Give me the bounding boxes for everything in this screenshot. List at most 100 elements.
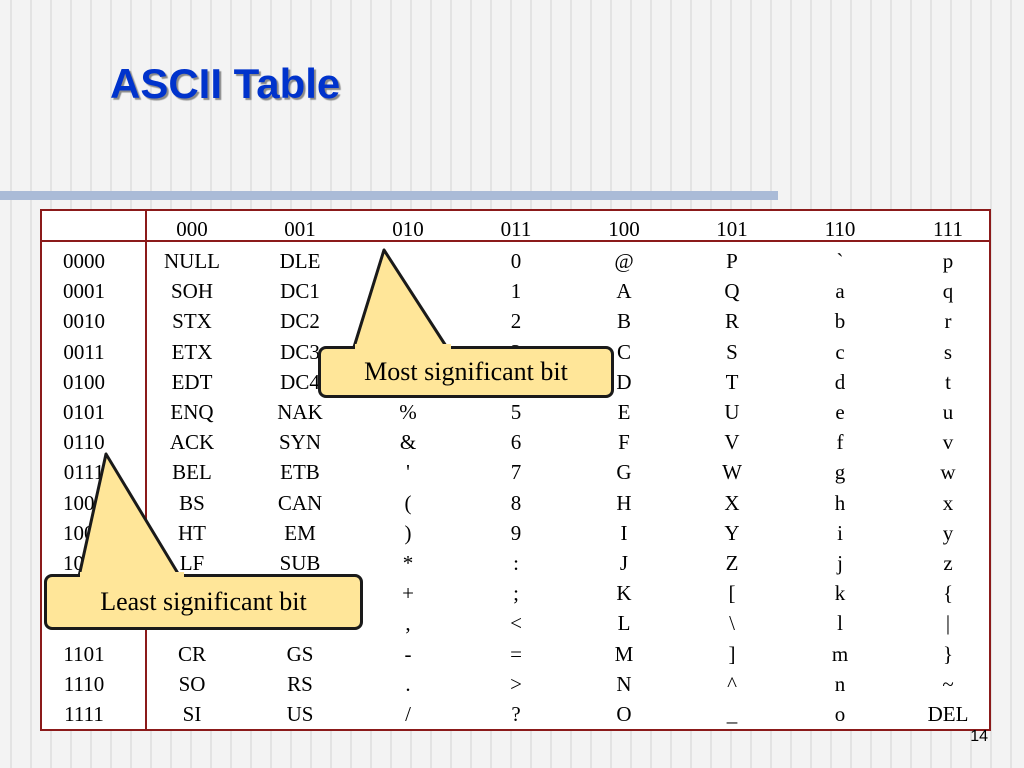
table-cell: DC3 (280, 339, 320, 364)
table-cell: R (724, 309, 739, 334)
table-cell: Z (725, 551, 739, 575)
table-cell: M (614, 641, 634, 666)
table-cell: S (726, 339, 738, 364)
table-cell: ) (404, 520, 412, 545)
table-cell: STX (172, 309, 212, 334)
table-cell: : (513, 551, 519, 575)
row-header: 1111 (64, 702, 104, 726)
title-underline (0, 191, 778, 200)
table-cell: g (834, 460, 846, 485)
table-cell: . (405, 671, 411, 696)
row-header: 1000 (63, 490, 105, 515)
table-cell: ACK (169, 430, 215, 455)
column-header: 001 (284, 217, 316, 241)
table-cell: SOH (170, 279, 213, 304)
column-header: 110 (824, 217, 856, 241)
table-cell: DC1 (280, 279, 320, 304)
table-cell: / (405, 702, 411, 726)
table-cell: ( (404, 490, 412, 515)
table-cell: 0 (510, 249, 522, 273)
table-cell: y (942, 520, 954, 545)
table-cell: & (399, 430, 417, 455)
row-header: 1101 (63, 641, 105, 666)
table-cell: F (618, 430, 630, 455)
lsb-callout: Least significant bit (44, 574, 363, 630)
table-cell: u (942, 400, 954, 424)
table-cell: NAK (277, 400, 323, 424)
msb-callout: Most significant bit (318, 346, 614, 398)
table-cell: c (835, 339, 845, 364)
table-cell: SYN (278, 430, 321, 455)
table-cell: L (617, 611, 631, 636)
table-cell: N (616, 671, 632, 696)
table-cell: _ (726, 702, 738, 726)
table-cell: J (619, 551, 629, 575)
table-cell: I (620, 520, 628, 545)
row-header: 0100 (63, 369, 105, 394)
row-header: 1010 (63, 551, 105, 575)
column-header: 111 (933, 217, 963, 241)
table-cell: GS (286, 641, 314, 666)
table-cell: h (834, 490, 846, 515)
row-header: 0010 (63, 309, 105, 334)
ascii-table (40, 209, 991, 731)
table-cell: CAN (277, 490, 323, 515)
table-cell: 2 (510, 309, 522, 334)
column-header: 011 (500, 217, 532, 241)
table-cell: ` (836, 249, 844, 273)
table-cell: ETB (280, 460, 320, 485)
table-cell: 7 (510, 460, 522, 485)
table-cell: w (940, 460, 956, 485)
table-cell: 1 (510, 279, 522, 304)
table-cell: T (725, 369, 739, 394)
column-header: 000 (176, 217, 208, 241)
table-cell: < (510, 611, 522, 636)
table-cell: * (402, 551, 414, 575)
table-cell: n (834, 671, 846, 696)
table-cell: Y (724, 520, 740, 545)
table-cell: W (722, 460, 742, 485)
row-header: 0101 (63, 400, 105, 424)
table-cell: \ (729, 611, 735, 636)
row-header: 0110 (63, 430, 105, 455)
table-cell: V (724, 430, 740, 455)
table-cell: p (942, 249, 954, 273)
table-cell: k (834, 581, 846, 606)
table-cell: Q (724, 279, 740, 304)
row-header: 1110 (63, 671, 105, 696)
table-horizontal-divider (40, 240, 991, 242)
table-cell: ' (406, 460, 410, 485)
table-cell: d (834, 369, 846, 394)
table-cell: r (944, 309, 952, 334)
table-cell: e (835, 400, 845, 424)
table-cell: BS (179, 490, 205, 515)
row-header: 0011 (63, 339, 105, 364)
table-cell: G (616, 460, 632, 485)
table-cell: > (510, 671, 522, 696)
table-cell: SI (182, 702, 202, 726)
table-cell: A (616, 279, 632, 304)
table-cell: ; (513, 581, 519, 606)
table-cell: U (724, 400, 740, 424)
page-number: 14 (970, 728, 988, 745)
table-cell: O (616, 702, 632, 726)
table-cell: 9 (510, 520, 522, 545)
table-cell: ETX (171, 339, 213, 364)
table-cell: b (834, 309, 846, 334)
table-cell: 6 (510, 430, 522, 455)
table-cell: = (510, 641, 522, 666)
column-header: 100 (608, 217, 640, 241)
table-cell: x (942, 490, 954, 515)
table-cell: LF (179, 551, 205, 575)
row-header: 0111 (63, 460, 105, 485)
table-cell: E (617, 400, 631, 424)
table-cell: BEL (172, 460, 212, 485)
table-cell: SUB (279, 551, 321, 575)
table-cell: RS (287, 671, 313, 696)
table-cell: t (945, 369, 951, 394)
table-cell: P (726, 249, 738, 273)
table-cell: v (942, 430, 954, 455)
table-cell: X (724, 490, 740, 515)
table-cell: EDT (171, 369, 213, 394)
table-cell: 8 (510, 490, 522, 515)
